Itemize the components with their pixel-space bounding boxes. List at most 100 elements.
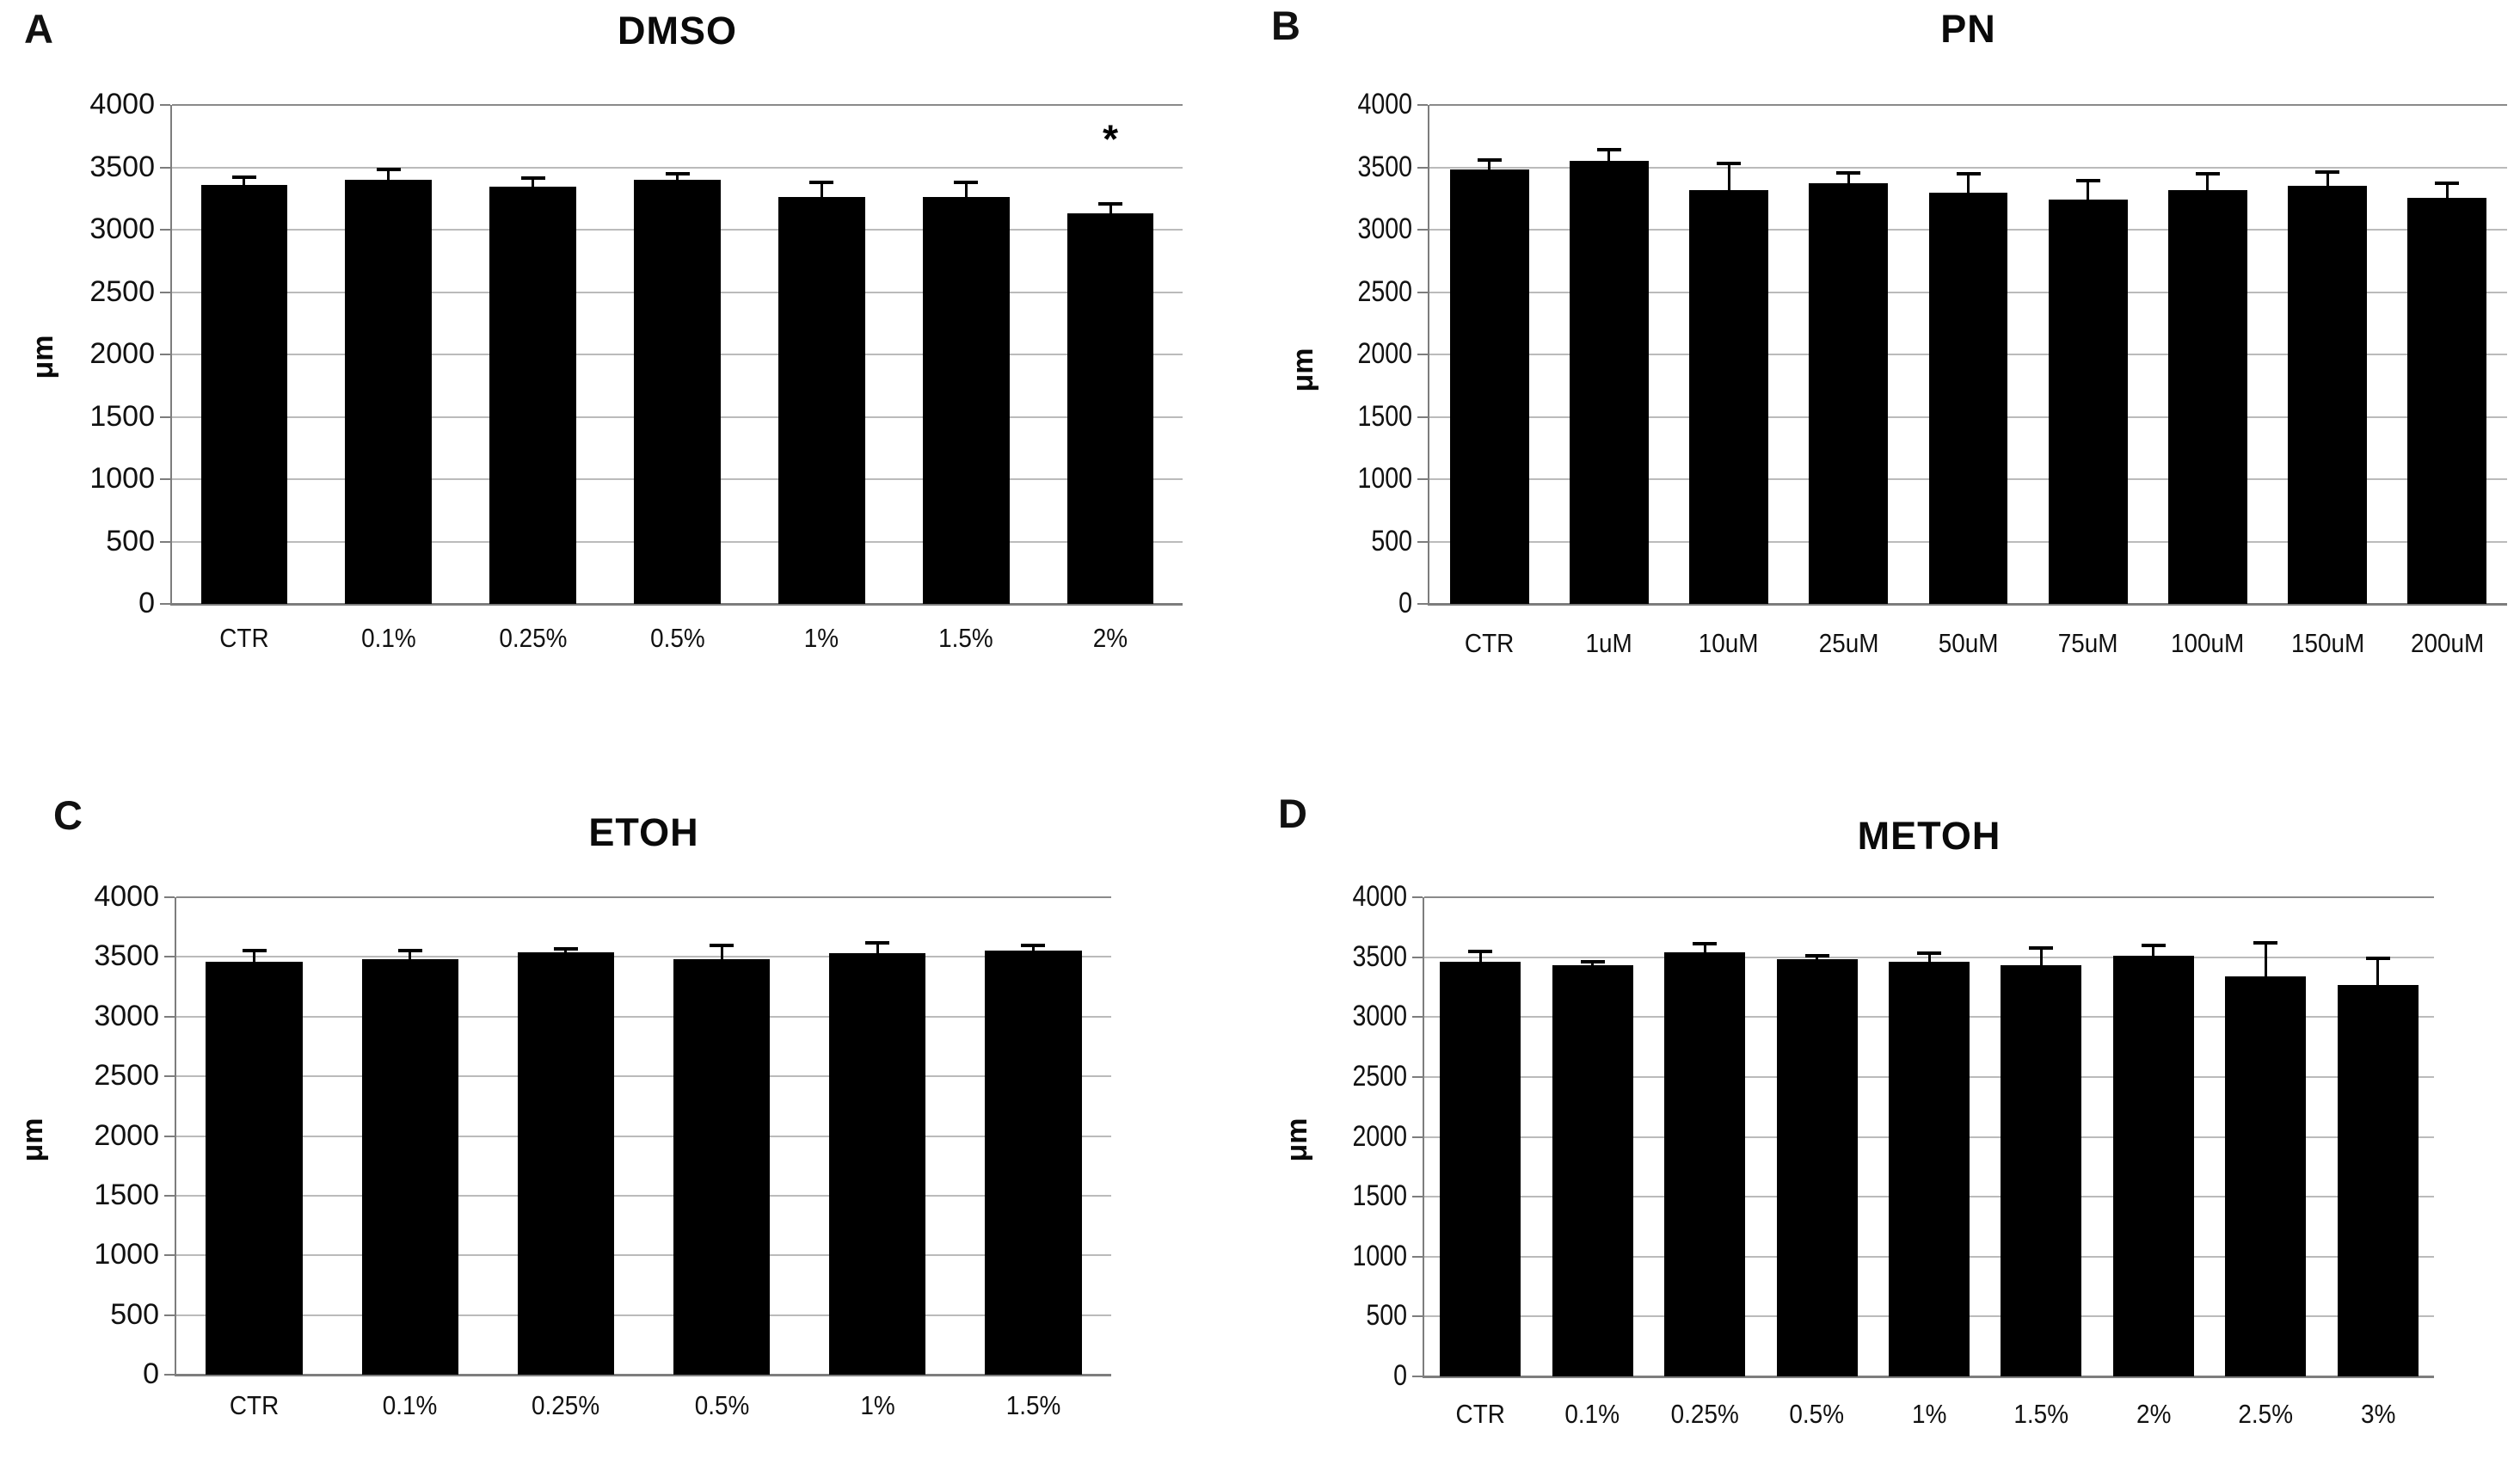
gridline — [176, 1314, 1111, 1316]
y-tick-mark — [1417, 104, 1428, 106]
bar — [2112, 956, 2194, 1376]
y-tick-label: 2000 — [94, 1118, 159, 1152]
error-bar — [2326, 171, 2329, 194]
error-bar — [876, 942, 879, 961]
error-bar-cap — [1836, 171, 1861, 175]
x-axis-line — [176, 1374, 1111, 1376]
panel-letter-c: C — [53, 792, 83, 838]
gridline — [172, 166, 1183, 169]
gridline — [172, 291, 1183, 293]
gridline — [176, 896, 1111, 898]
y-tick-mark — [1412, 1016, 1423, 1019]
gridline — [172, 540, 1183, 543]
y-tick-label: 3000 — [89, 212, 155, 245]
y-tick-label: 1500 — [89, 399, 155, 433]
y-tick-mark — [1417, 416, 1428, 418]
x-tick-label: 2% — [2136, 1399, 2172, 1429]
gridline — [176, 1015, 1111, 1018]
bar — [361, 959, 458, 1375]
error-bar — [2376, 958, 2380, 992]
x-tick-label: CTR — [1455, 1399, 1505, 1429]
y-tick-label: 2500 — [1352, 1059, 1407, 1093]
error-bar-cap — [2195, 171, 2220, 175]
gridline — [172, 229, 1183, 231]
y-axis-line — [1423, 897, 1424, 1378]
y-tick-label: 4000 — [1357, 88, 1412, 120]
y-tick-label: 3000 — [94, 999, 159, 1032]
y-tick-mark — [164, 1314, 175, 1316]
bar — [1552, 965, 1633, 1376]
x-tick-label: 1% — [804, 623, 839, 653]
error-bar-cap — [376, 168, 401, 172]
y-tick-label: 500 — [110, 1297, 159, 1331]
error-bar-cap — [2029, 946, 2054, 951]
bar — [1809, 183, 1889, 604]
y-tick-label: 500 — [1371, 524, 1412, 557]
bar — [1689, 189, 1768, 604]
error-bar-cap — [1917, 951, 1941, 956]
y-tick-label: 500 — [1366, 1299, 1407, 1333]
gridline — [172, 354, 1183, 355]
y-tick-label: 0 — [138, 587, 155, 619]
y-tick-mark — [164, 1135, 175, 1137]
y-tick-mark — [164, 1015, 175, 1018]
error-bar-cap — [231, 175, 256, 180]
x-tick-label: 0.25% — [532, 1390, 600, 1420]
y-tick-label: 3000 — [1352, 1000, 1407, 1033]
x-tick-label: 25uM — [1818, 628, 1879, 658]
y-tick-mark — [164, 1254, 175, 1257]
bar — [673, 959, 771, 1375]
y-tick-mark — [1412, 1196, 1423, 1198]
x-tick-label: 0.1% — [1564, 1399, 1620, 1429]
error-bar-cap — [1956, 171, 1981, 175]
gridline — [172, 478, 1183, 480]
x-tick-label: 2% — [1092, 623, 1128, 653]
y-tick-label: 3500 — [94, 939, 159, 973]
error-bar-cap — [1098, 201, 1123, 206]
panel-letter-b: B — [1271, 3, 1300, 48]
bar — [1440, 962, 1521, 1376]
error-bar — [564, 949, 568, 959]
bar — [206, 961, 303, 1375]
gridline — [1429, 540, 2507, 543]
y-axis-label: μm — [15, 1117, 49, 1162]
x-tick-label: 0.25% — [1670, 1399, 1739, 1429]
error-bar — [1967, 173, 1970, 200]
y-tick-mark — [160, 540, 170, 543]
error-bar — [532, 177, 535, 194]
y-tick-mark — [1412, 956, 1423, 958]
error-bar-cap — [2253, 940, 2278, 945]
gridline — [1424, 956, 2434, 958]
plot-area-dmso: 0 500 1000 1500 2000 2500 3000 3500 4000 CTR 0.1% 0… — [89, 88, 1183, 653]
y-tick-label: 2500 — [1357, 274, 1412, 308]
y-tick-label: 2000 — [1352, 1119, 1407, 1153]
gridline — [176, 1194, 1111, 1197]
gridline — [176, 1075, 1111, 1078]
error-bar — [1816, 956, 1819, 967]
error-bar — [1109, 203, 1112, 221]
bar — [200, 184, 288, 604]
error-bar-cap — [954, 180, 979, 184]
error-bar — [1927, 953, 1931, 970]
y-tick-mark — [1417, 603, 1428, 605]
error-bar — [387, 169, 390, 187]
y-tick-mark — [1417, 166, 1428, 169]
chart-title-metoh: METOH — [1857, 814, 2001, 858]
x-tick-label: 0.25% — [499, 623, 568, 653]
y-tick-mark — [1412, 1255, 1423, 1258]
error-bar-cap — [2141, 944, 2166, 948]
y-tick-mark — [160, 166, 170, 169]
y-tick-label: 1000 — [1352, 1239, 1407, 1272]
bar — [1066, 213, 1154, 604]
y-tick-mark — [160, 229, 170, 231]
bar — [1776, 959, 1858, 1376]
y-axis-line — [175, 897, 176, 1376]
error-bar — [1591, 962, 1595, 973]
error-bar — [253, 951, 256, 969]
y-tick-label: 0 — [143, 1357, 159, 1390]
bar — [778, 196, 865, 604]
plot-area-etoh: 0 500 1000 1500 2000 2500 3000 3500 4000 CTR 0.1% 0… — [94, 880, 1111, 1420]
